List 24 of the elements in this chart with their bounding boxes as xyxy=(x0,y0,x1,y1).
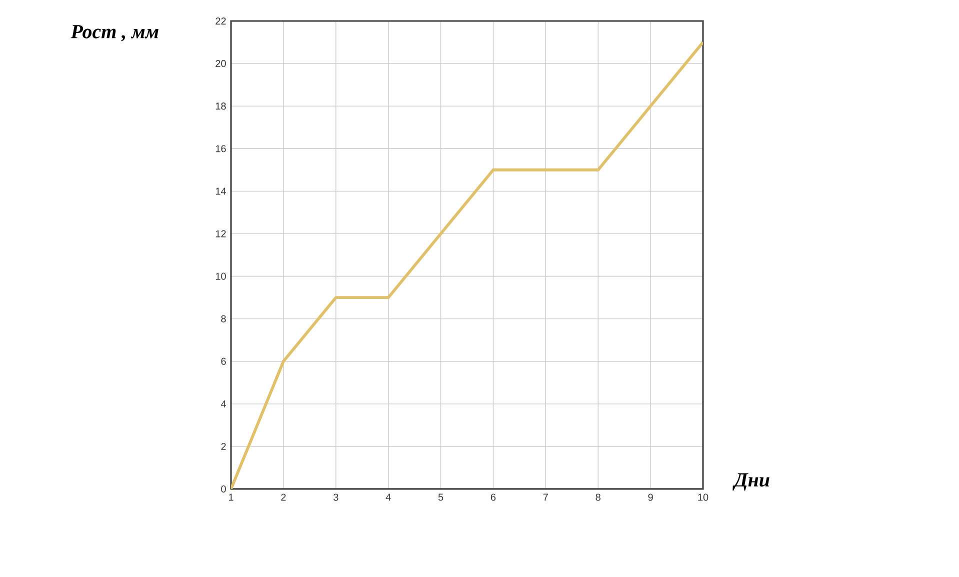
y-tick-label: 2 xyxy=(221,442,226,450)
y-axis-title: Рост , мм xyxy=(70,25,158,42)
x-tick-label: 9 xyxy=(648,494,653,501)
x-tick-label: 4 xyxy=(386,494,391,501)
x-tick-label: 6 xyxy=(490,494,496,501)
y-tick-label: 20 xyxy=(216,60,226,68)
y-tick-label: 6 xyxy=(221,358,226,365)
x-tick-label: 3 xyxy=(333,494,338,501)
y-tick-label: 22 xyxy=(216,18,226,24)
x-tick-label: 2 xyxy=(281,494,286,501)
y-tick-label: 8 xyxy=(221,315,226,322)
y-tick-label: 12 xyxy=(216,230,226,238)
y-tick-label: 4 xyxy=(220,400,226,408)
x-tick-label: 5 xyxy=(438,494,444,501)
y-tick-label: 16 xyxy=(216,145,226,152)
x-tick-label: 7 xyxy=(543,494,548,501)
x-tick-label: 1 xyxy=(228,494,234,501)
y-tick-label: 14 xyxy=(216,188,226,195)
y-tick-label: 18 xyxy=(216,102,226,110)
x-axis-title: Дни xyxy=(732,473,770,491)
y-tick-label: 0 xyxy=(221,485,226,493)
y-tick-label: 10 xyxy=(216,272,226,280)
x-tick-label: 10 xyxy=(698,494,708,501)
x-tick-label: 8 xyxy=(596,494,600,501)
